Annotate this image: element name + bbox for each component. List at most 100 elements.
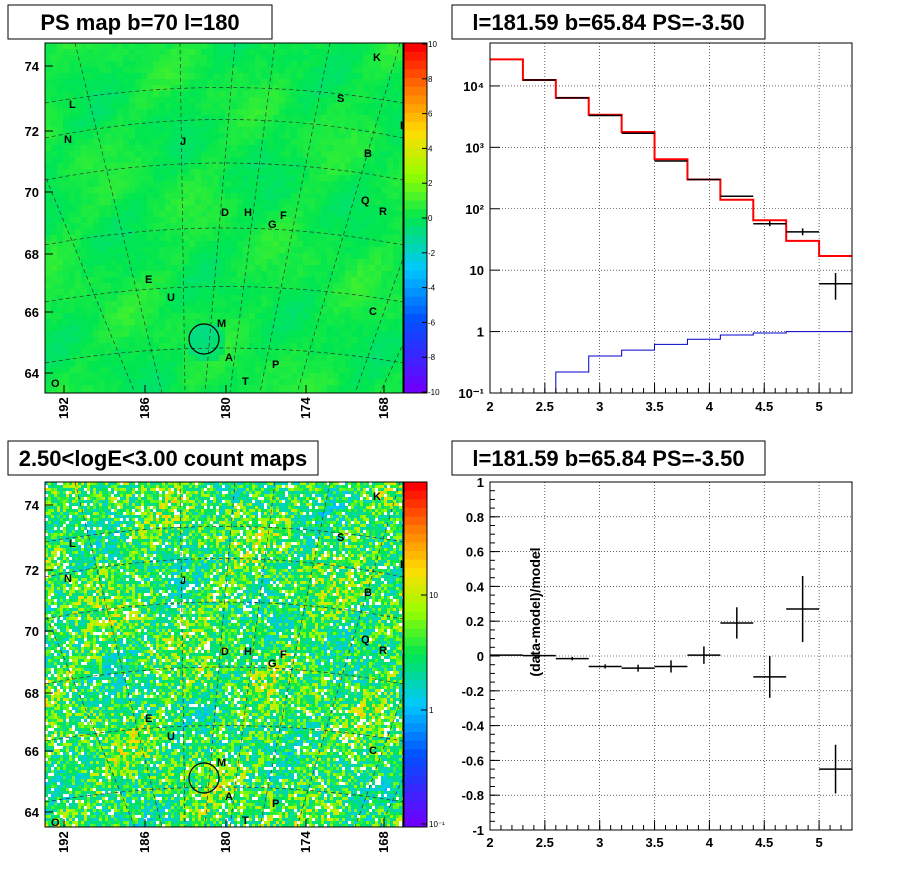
graticule-lat-line: [45, 286, 403, 303]
x-tick-label: 192: [56, 397, 71, 419]
x-tick-label: 2.5: [536, 399, 554, 414]
y-tick-label: 10³: [465, 140, 484, 155]
graticule-lat-line: [45, 162, 403, 181]
x-tick-label: 3: [596, 835, 603, 850]
panel-title: l=181.59 b=65.84 PS=-3.50: [472, 10, 744, 35]
residual-y-axis-label: (data-model)/model: [527, 547, 543, 676]
titles-layer: PS map b=70 l=180 l=181.59 b=65.84 PS=-3.…: [7, 4, 766, 476]
x-tick-label: 180: [218, 831, 233, 853]
x-tick-label: 2.5: [536, 835, 554, 850]
source-label-e: E: [145, 713, 152, 725]
y-tick-label: 64: [25, 805, 40, 820]
x-tick-label: 3: [596, 399, 603, 414]
residual-points: [490, 575, 852, 794]
source-label-c: C: [369, 306, 377, 318]
colorbar-tick-label: 8: [428, 75, 433, 84]
y-tick-label: 66: [25, 305, 39, 320]
source-label-q: Q: [361, 634, 370, 646]
x-tick-label: 3.5: [646, 835, 664, 850]
graticule-lat-line: [45, 725, 403, 742]
x-tick-label: 4: [706, 835, 714, 850]
source-label-h: H: [244, 646, 252, 658]
graticule-lat-line: [45, 227, 403, 246]
source-label-p: P: [272, 798, 279, 810]
x-tick-label: 5: [815, 835, 822, 850]
tl-graticule: [45, 43, 403, 393]
colorbar-tick-label: 0: [428, 214, 433, 223]
graticule-lat-line: [45, 601, 403, 620]
graticule-lon-line: [179, 482, 186, 827]
y-tick-label: 68: [25, 247, 39, 262]
source-label-f: F: [280, 210, 287, 222]
y-tick-label: -0.8: [462, 788, 484, 803]
model-background-step-line: [522, 331, 852, 393]
source-circle-m: [188, 762, 220, 794]
source-label-k: K: [373, 491, 381, 503]
source-label-f: F: [280, 649, 287, 661]
source-label-d: D: [221, 207, 229, 219]
source-label-l: L: [69, 99, 76, 111]
x-tick-label: 4.5: [755, 399, 773, 414]
source-label-j: J: [180, 136, 186, 148]
graticule-lat-line: [45, 87, 403, 104]
graticule-lon-line: [179, 43, 186, 393]
graticule-lon-line: [354, 257, 403, 393]
source-label-t: T: [242, 376, 249, 388]
source-label-m: M: [217, 757, 226, 769]
colorbar-tick-label: 4: [428, 144, 433, 153]
source-label-n: N: [64, 134, 72, 146]
colorbar-tick-label: 2: [428, 179, 433, 188]
y-tick-label: -0.6: [462, 753, 484, 768]
source-label-r: R: [379, 206, 387, 218]
source-label-s: S: [337, 532, 344, 544]
source-label-g: G: [268, 658, 277, 670]
source-label-s: S: [337, 93, 344, 105]
colorbar-tick-label: 10⁻¹: [429, 820, 445, 829]
source-label-o: O: [51, 378, 60, 390]
graticule-lon-line: [45, 611, 136, 827]
graticule-lat-line: [45, 666, 403, 685]
x-tick-label: 4.5: [755, 835, 773, 850]
graticule-lat-line: [45, 347, 403, 364]
source-label-j: J: [180, 575, 186, 587]
source-label-o: O: [51, 817, 60, 829]
x-tick-label: 5: [815, 399, 822, 414]
x-tick-label: 168: [376, 397, 391, 419]
source-label-r: R: [379, 645, 387, 657]
panel-title-frame: [451, 440, 766, 476]
colorbar-tick-label: 10: [429, 591, 438, 600]
y-tick-label: 66: [25, 744, 39, 759]
y-tick-label: 72: [25, 563, 39, 578]
panel-title-box: l=181.59 b=65.84 PS=-3.50: [451, 440, 766, 476]
x-tick-label: 180: [218, 397, 233, 419]
x-tick-label: 186: [137, 397, 152, 419]
source-label-a: A: [225, 791, 233, 803]
source-label-p: P: [272, 359, 279, 371]
spectrum-frame: [489, 42, 853, 394]
source-label-c: C: [369, 745, 377, 757]
source-label-u: U: [167, 731, 175, 743]
graticule-lat-line: [45, 786, 403, 803]
panel-title: l=181.59 b=65.84 PS=-3.50: [472, 446, 744, 471]
bl-colorbar: 10 1 10⁻¹: [403, 481, 445, 829]
panel-title: 2.50<logE<3.00 count maps: [19, 446, 308, 471]
source-label-m: M: [217, 318, 226, 330]
source-label-h: H: [244, 207, 252, 219]
spectrum-plot-area: [490, 43, 852, 393]
panel-title-box: l=181.59 b=65.84 PS=-3.50: [451, 4, 766, 40]
x-tick-label: 4: [706, 399, 714, 414]
source-label-i: I: [400, 120, 403, 132]
graticule-lon-line: [229, 43, 276, 393]
model-total-step-line: [490, 58, 852, 258]
y-tick-label: 10⁻¹: [458, 386, 484, 401]
y-tick-label: -1: [472, 823, 484, 838]
residual-layer: 2 2.5 3 3.5 4 4.5 5 1 0.8 0.6 0.4 0.2 0 -0.2 -0.4 -0.6 -…: [462, 475, 853, 850]
x-tick-label: 174: [298, 831, 313, 853]
y-tick-label: 0.6: [466, 545, 484, 560]
source-label-t: T: [242, 815, 249, 827]
y-tick-label: 70: [25, 185, 39, 200]
y-tick-label: 0.4: [466, 579, 485, 594]
x-tick-label: 2: [486, 835, 493, 850]
